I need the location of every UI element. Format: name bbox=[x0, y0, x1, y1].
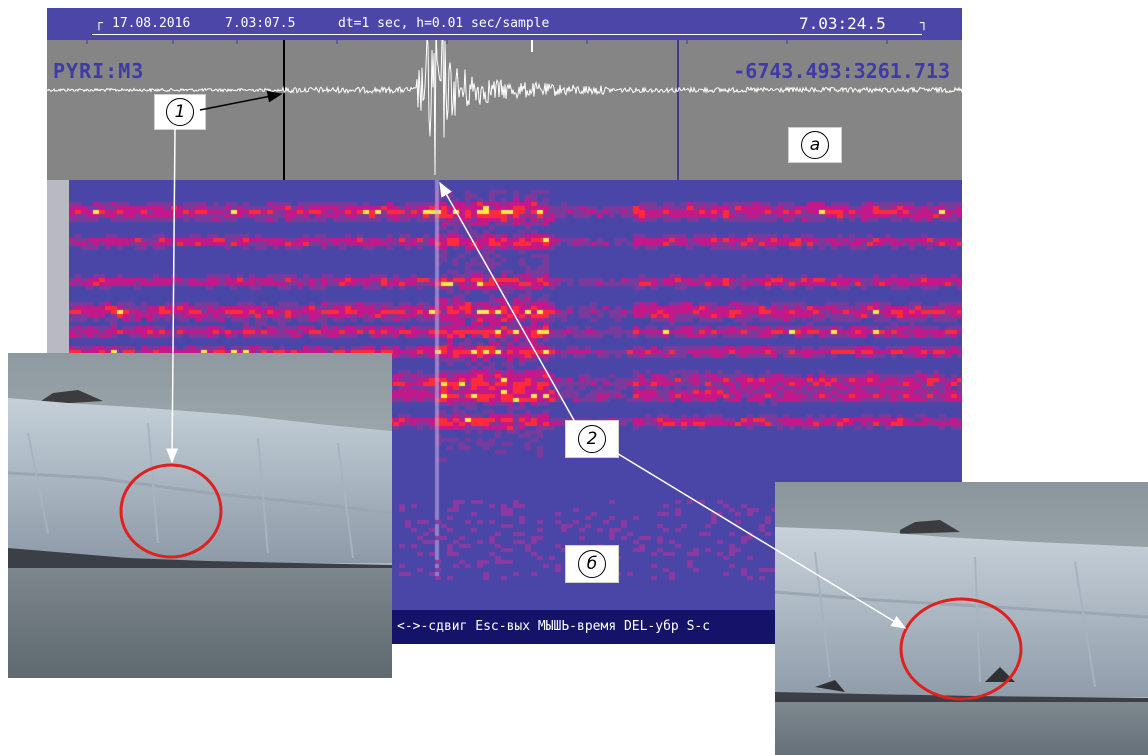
seismic-waveform bbox=[47, 40, 962, 176]
title-underline bbox=[92, 34, 922, 35]
title-bar: ┌ 17.08.2016 7.03:07.5 dt=1 sec, h=0.01 … bbox=[47, 8, 962, 40]
callout-2-label: 2 bbox=[578, 425, 606, 453]
highlight-ellipse-right bbox=[899, 597, 1023, 701]
title-corner-right: ┐ bbox=[920, 16, 928, 31]
callout-1-label: 1 bbox=[166, 98, 194, 126]
callout-b-label: б bbox=[578, 550, 606, 578]
coordinate-readout: -6743.493:3261.713 bbox=[733, 59, 950, 83]
title-corner-left: ┌ bbox=[95, 16, 103, 31]
callout-a: a bbox=[788, 127, 842, 163]
glacier-photo-after bbox=[775, 482, 1148, 755]
callout-a-label: a bbox=[801, 131, 829, 159]
callout-2: 2 bbox=[565, 420, 619, 458]
time-ticks bbox=[86, 40, 888, 52]
callout-1: 1 bbox=[154, 94, 206, 130]
end-time: 7.03:24.5 bbox=[799, 14, 886, 33]
waveform-plot bbox=[47, 40, 962, 180]
highlight-ellipse-left bbox=[119, 463, 223, 559]
start-time: 7.03:07.5 bbox=[225, 16, 296, 31]
record-date: 17.08.2016 bbox=[112, 16, 191, 31]
glacier-photo-before bbox=[8, 353, 392, 678]
station-label: PYRI:M3 bbox=[53, 59, 145, 83]
keyboard-hints: <->-сдвиг Esc-вых МЫШЬ-время DEL-убр S-с bbox=[397, 619, 711, 634]
sampling-params: dt=1 sec, h=0.01 sec/sample bbox=[338, 16, 550, 31]
callout-b: б bbox=[565, 545, 619, 583]
